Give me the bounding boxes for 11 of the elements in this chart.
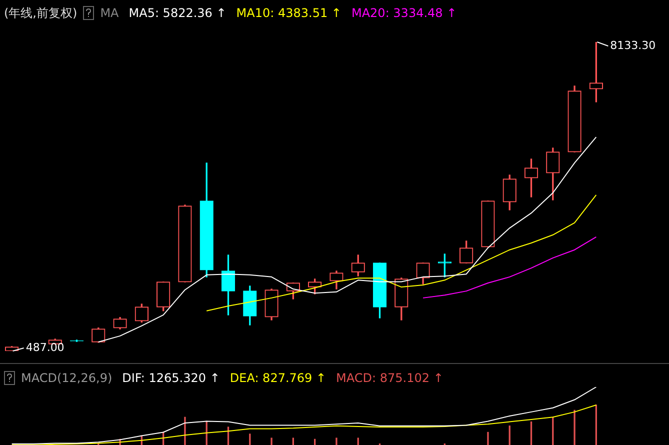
text: MA5: 5822.36 ↑ — [128, 6, 226, 20]
annotation: 487.00 — [26, 340, 64, 354]
text: MACD: 875.102 ↑ — [336, 371, 444, 385]
text: MA — [100, 6, 119, 20]
text: 8133.30 — [610, 38, 656, 52]
chart-title: MACD(12,26,9) — [21, 371, 112, 385]
text: DEA: 827.769 ↑ — [230, 371, 326, 385]
chart-title: (年线,前复权) — [4, 4, 78, 22]
text: DIF: 1265.320 ↑ — [122, 371, 220, 385]
text: MA10: 4383.51 ↑ — [236, 6, 342, 20]
text: MA20: 3334.48 ↑ — [351, 6, 457, 20]
